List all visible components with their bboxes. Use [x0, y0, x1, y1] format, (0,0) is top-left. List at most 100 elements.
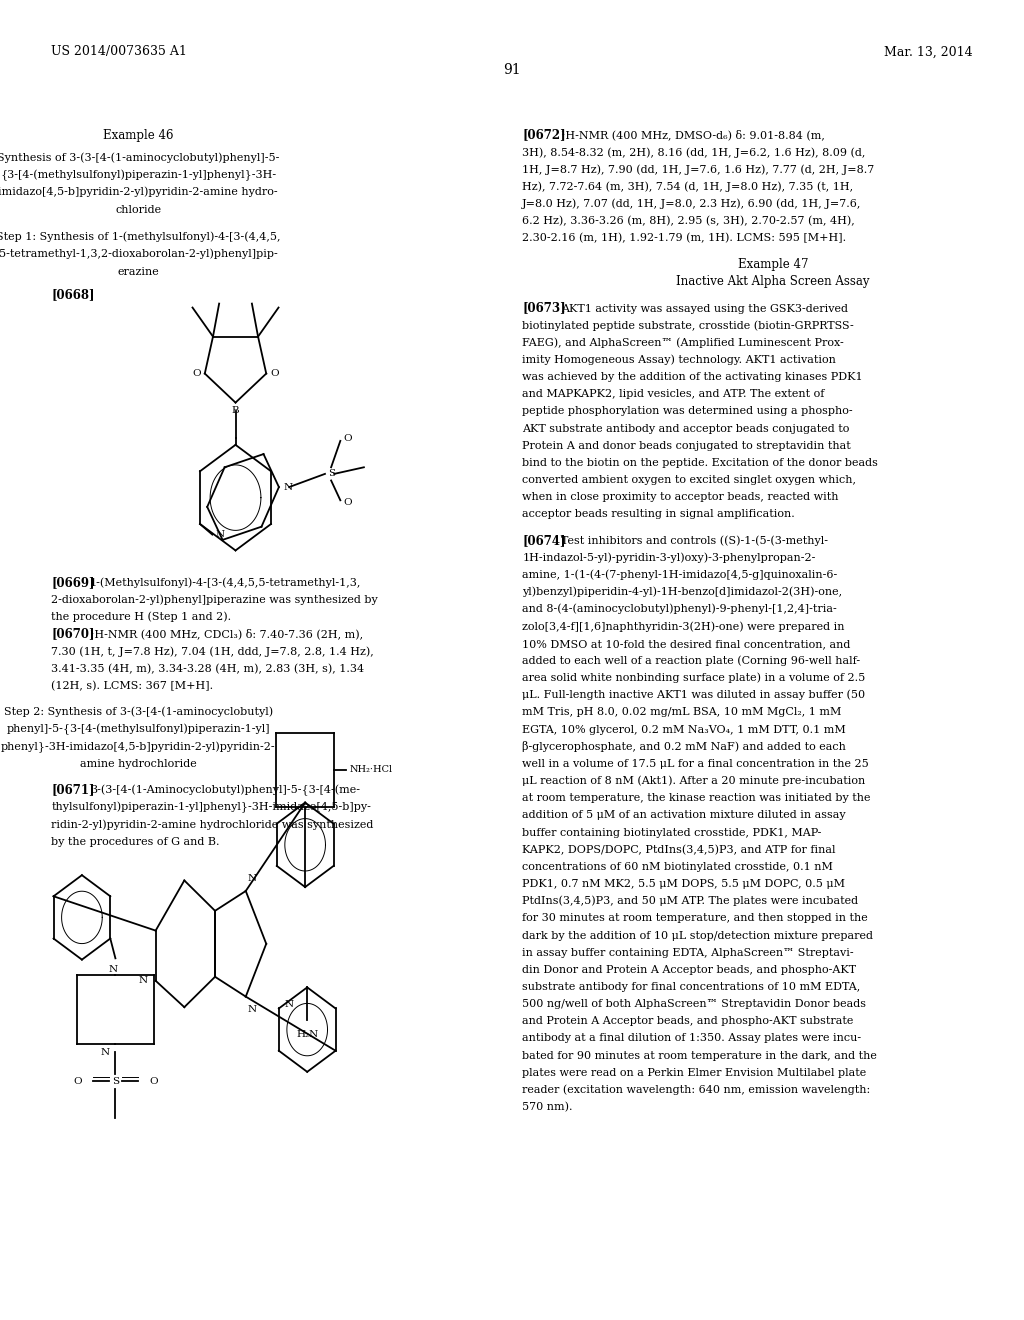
Text: biotinylated peptide substrate, crosstide (biotin-GRPRTSS-: biotinylated peptide substrate, crosstid… [522, 321, 854, 331]
Text: was achieved by the addition of the activating kinases PDK1: was achieved by the addition of the acti… [522, 372, 863, 383]
Text: 6.2 Hz), 3.36-3.26 (m, 8H), 2.95 (s, 3H), 2.70-2.57 (m, 4H),: 6.2 Hz), 3.36-3.26 (m, 8H), 2.95 (s, 3H)… [522, 216, 855, 227]
Text: and Protein A Acceptor beads, and phospho-AKT substrate: and Protein A Acceptor beads, and phosph… [522, 1016, 854, 1027]
Text: concentrations of 60 nM biotinylated crosstide, 0.1 nM: concentrations of 60 nM biotinylated cro… [522, 862, 834, 873]
Text: imidazo[4,5-b]pyridin-2-yl)pyridin-2-amine hydro-: imidazo[4,5-b]pyridin-2-yl)pyridin-2-ami… [0, 187, 279, 198]
Text: the procedure H (Step 1 and 2).: the procedure H (Step 1 and 2). [51, 612, 231, 623]
Text: reader (excitation wavelength: 640 nm, emission wavelength:: reader (excitation wavelength: 640 nm, e… [522, 1085, 870, 1096]
Text: 500 ng/well of both AlphaScreen™ Streptavidin Donor beads: 500 ng/well of both AlphaScreen™ Strepta… [522, 999, 866, 1010]
Text: Test inhibitors and controls ((S)-1-(5-(3-methyl-: Test inhibitors and controls ((S)-1-(5-(… [561, 536, 828, 546]
Text: 2-dioxaborolan-2-yl)phenyl]piperazine was synthesized by: 2-dioxaborolan-2-yl)phenyl]piperazine wa… [51, 595, 378, 606]
Text: [0673]: [0673] [522, 301, 566, 314]
Text: PDK1, 0.7 nM MK2, 5.5 μM DOPS, 5.5 μM DOPC, 0.5 μM: PDK1, 0.7 nM MK2, 5.5 μM DOPS, 5.5 μM DO… [522, 879, 845, 890]
Text: [0672]: [0672] [522, 128, 566, 141]
Text: N: N [109, 965, 118, 974]
Text: FAEG), and AlphaScreen™ (Amplified Luminescent Prox-: FAEG), and AlphaScreen™ (Amplified Lumin… [522, 338, 844, 348]
Text: Synthesis of 3-(3-[4-(1-aminocyclobutyl)phenyl]-5-: Synthesis of 3-(3-[4-(1-aminocyclobutyl)… [0, 153, 280, 164]
Text: N: N [215, 531, 224, 539]
Text: N: N [284, 483, 293, 491]
Text: 3-(3-[4-(1-Aminocyclobutyl)phenyl]-5-{3-[4-(me-: 3-(3-[4-(1-Aminocyclobutyl)phenyl]-5-{3-… [90, 785, 360, 796]
Text: O: O [150, 1077, 158, 1085]
Text: by the procedures of G and B.: by the procedures of G and B. [51, 837, 220, 847]
Text: 91: 91 [503, 63, 521, 77]
Text: peptide phosphorylation was determined using a phospho-: peptide phosphorylation was determined u… [522, 407, 853, 417]
Text: addition of 5 μM of an activation mixture diluted in assay: addition of 5 μM of an activation mixtur… [522, 810, 846, 821]
Text: dark by the addition of 10 μL stop/detection mixture prepared: dark by the addition of 10 μL stop/detec… [522, 931, 873, 941]
Text: [0674]: [0674] [522, 533, 565, 546]
Text: O: O [343, 499, 352, 507]
Text: well in a volume of 17.5 μL for a final concentration in the 25: well in a volume of 17.5 μL for a final … [522, 759, 869, 770]
Text: Step 1: Synthesis of 1-(methylsulfonyl)-4-[3-(4,4,5,: Step 1: Synthesis of 1-(methylsulfonyl)-… [0, 232, 281, 243]
Text: N: N [248, 874, 257, 883]
Text: Step 2: Synthesis of 3-(3-[4-(1-aminocyclobutyl): Step 2: Synthesis of 3-(3-[4-(1-aminocyc… [4, 708, 272, 718]
Text: Example 47: Example 47 [738, 257, 808, 271]
Text: in assay buffer containing EDTA, AlphaScreen™ Streptavi-: in assay buffer containing EDTA, AlphaSc… [522, 948, 854, 958]
Text: plates were read on a Perkin Elmer Envision Multilabel plate: plates were read on a Perkin Elmer Envis… [522, 1068, 866, 1078]
Text: buffer containing biotinylated crosstide, PDK1, MAP-: buffer containing biotinylated crosstide… [522, 828, 821, 838]
Text: Inactive Akt Alpha Screen Assay: Inactive Akt Alpha Screen Assay [677, 275, 869, 288]
Text: N: N [100, 1048, 110, 1057]
Text: and 8-(4-(aminocyclobutyl)phenyl)-9-phenyl-[1,2,4]-tria-: and 8-(4-(aminocyclobutyl)phenyl)-9-phen… [522, 605, 837, 615]
Text: O: O [270, 370, 279, 378]
Text: Protein A and donor beads conjugated to streptavidin that: Protein A and donor beads conjugated to … [522, 441, 851, 451]
Text: EGTA, 10% glycerol, 0.2 mM Na₃VO₄, 1 mM DTT, 0.1 mM: EGTA, 10% glycerol, 0.2 mM Na₃VO₄, 1 mM … [522, 725, 846, 735]
Text: NH₂·HCl: NH₂·HCl [349, 766, 392, 774]
Text: ridin-2-yl)pyridin-2-amine hydrochloride was synthesized: ridin-2-yl)pyridin-2-amine hydrochloride… [51, 820, 374, 830]
Text: 570 nm).: 570 nm). [522, 1102, 572, 1113]
Text: Hz), 7.72-7.64 (m, 3H), 7.54 (d, 1H, J=8.0 Hz), 7.35 (t, 1H,: Hz), 7.72-7.64 (m, 3H), 7.54 (d, 1H, J=8… [522, 182, 853, 193]
Text: 1H-indazol-5-yl)-pyridin-3-yl)oxy)-3-phenylpropan-2-: 1H-indazol-5-yl)-pyridin-3-yl)oxy)-3-phe… [522, 553, 815, 564]
Text: bated for 90 minutes at room temperature in the dark, and the: bated for 90 minutes at room temperature… [522, 1051, 878, 1061]
Text: 7.30 (1H, t, J=7.8 Hz), 7.04 (1H, ddd, J=7.8, 2.8, 1.4 Hz),: 7.30 (1H, t, J=7.8 Hz), 7.04 (1H, ddd, J… [51, 647, 374, 657]
Text: phenyl}-3H-imidazo[4,5-b]pyridin-2-yl)pyridin-2-: phenyl}-3H-imidazo[4,5-b]pyridin-2-yl)py… [1, 742, 275, 752]
Text: μL. Full-length inactive AKT1 was diluted in assay buffer (50: μL. Full-length inactive AKT1 was dilute… [522, 690, 865, 701]
Text: N: N [138, 977, 147, 985]
Text: KAPK2, DOPS/DOPC, PtdIns(3,4,5)P3, and ATP for final: KAPK2, DOPS/DOPC, PtdIns(3,4,5)P3, and A… [522, 845, 836, 855]
Text: H₂N: H₂N [296, 1030, 318, 1039]
Text: erazine: erazine [118, 267, 159, 277]
Text: bind to the biotin on the peptide. Excitation of the donor beads: bind to the biotin on the peptide. Excit… [522, 458, 879, 469]
Text: AKT1 activity was assayed using the GSK3-derived: AKT1 activity was assayed using the GSK3… [561, 304, 848, 314]
Text: yl)benzyl)piperidin-4-yl)-1H-benzo[d]imidazol-2(3H)-one,: yl)benzyl)piperidin-4-yl)-1H-benzo[d]imi… [522, 587, 843, 598]
Text: zolo[3,4-f][1,6]naphthyridin-3(2H)-one) were prepared in: zolo[3,4-f][1,6]naphthyridin-3(2H)-one) … [522, 622, 845, 632]
Text: substrate antibody for final concentrations of 10 mM EDTA,: substrate antibody for final concentrati… [522, 982, 860, 993]
Text: din Donor and Protein A Acceptor beads, and phospho-AKT: din Donor and Protein A Acceptor beads, … [522, 965, 856, 975]
Text: mM Tris, pH 8.0, 0.02 mg/mL BSA, 10 mM MgCl₂, 1 mM: mM Tris, pH 8.0, 0.02 mg/mL BSA, 10 mM M… [522, 708, 842, 718]
Text: S: S [328, 470, 335, 478]
Text: O: O [343, 434, 352, 442]
Text: B: B [231, 407, 240, 414]
Text: J=8.0 Hz), 7.07 (dd, 1H, J=8.0, 2.3 Hz), 6.90 (dd, 1H, J=7.6,: J=8.0 Hz), 7.07 (dd, 1H, J=8.0, 2.3 Hz),… [522, 199, 861, 210]
Text: μL reaction of 8 nM (Akt1). After a 20 minute pre-incubation: μL reaction of 8 nM (Akt1). After a 20 m… [522, 776, 865, 787]
Text: {3-[4-(methylsulfonyl)piperazin-1-yl]phenyl}-3H-: {3-[4-(methylsulfonyl)piperazin-1-yl]phe… [0, 170, 276, 181]
Text: area solid white nonbinding surface plate) in a volume of 2.5: area solid white nonbinding surface plat… [522, 673, 865, 684]
Text: imity Homogeneous Assay) technology. AKT1 activation: imity Homogeneous Assay) technology. AKT… [522, 355, 837, 366]
Text: N: N [248, 1005, 257, 1014]
Text: (12H, s). LCMS: 367 [M+H].: (12H, s). LCMS: 367 [M+H]. [51, 681, 213, 692]
Text: [0669]: [0669] [51, 576, 94, 589]
Text: at room temperature, the kinase reaction was initiated by the: at room temperature, the kinase reaction… [522, 793, 870, 804]
Text: 5-tetramethyl-1,3,2-dioxaborolan-2-yl)phenyl]pip-: 5-tetramethyl-1,3,2-dioxaborolan-2-yl)ph… [0, 249, 278, 260]
Text: PtdIns(3,4,5)P3, and 50 μM ATP. The plates were incubated: PtdIns(3,4,5)P3, and 50 μM ATP. The plat… [522, 896, 858, 907]
Text: ¹H-NMR (400 MHz, DMSO-d₆) δ: 9.01-8.84 (m,: ¹H-NMR (400 MHz, DMSO-d₆) δ: 9.01-8.84 (… [561, 129, 825, 141]
Text: 3H), 8.54-8.32 (m, 2H), 8.16 (dd, 1H, J=6.2, 1.6 Hz), 8.09 (d,: 3H), 8.54-8.32 (m, 2H), 8.16 (dd, 1H, J=… [522, 148, 865, 158]
Text: [0668]: [0668] [51, 288, 94, 301]
Text: Mar. 13, 2014: Mar. 13, 2014 [884, 45, 973, 58]
Text: [0670]: [0670] [51, 627, 94, 640]
Text: [0671]: [0671] [51, 783, 94, 796]
Text: 10% DMSO at 10-fold the desired final concentration, and: 10% DMSO at 10-fold the desired final co… [522, 639, 851, 649]
Text: and MAPKAPK2, lipid vesicles, and ATP. The extent of: and MAPKAPK2, lipid vesicles, and ATP. T… [522, 389, 824, 400]
Text: 2.30-2.16 (m, 1H), 1.92-1.79 (m, 1H). LCMS: 595 [M+H].: 2.30-2.16 (m, 1H), 1.92-1.79 (m, 1H). LC… [522, 234, 847, 244]
Text: O: O [73, 1077, 82, 1085]
Text: 3.41-3.35 (4H, m), 3.34-3.28 (4H, m), 2.83 (3H, s), 1.34: 3.41-3.35 (4H, m), 3.34-3.28 (4H, m), 2.… [51, 664, 365, 675]
Text: 1-(Methylsulfonyl)-4-[3-(4,4,5,5-tetramethyl-1,3,: 1-(Methylsulfonyl)-4-[3-(4,4,5,5-tetrame… [90, 578, 361, 589]
Text: ¹H-NMR (400 MHz, CDCl₃) δ: 7.40-7.36 (2H, m),: ¹H-NMR (400 MHz, CDCl₃) δ: 7.40-7.36 (2H… [90, 628, 364, 640]
Text: US 2014/0073635 A1: US 2014/0073635 A1 [51, 45, 187, 58]
Text: 1H, J=8.7 Hz), 7.90 (dd, 1H, J=7.6, 1.6 Hz), 7.77 (d, 2H, J=8.7: 1H, J=8.7 Hz), 7.90 (dd, 1H, J=7.6, 1.6 … [522, 165, 874, 176]
Text: O: O [193, 370, 201, 378]
Text: S: S [112, 1077, 119, 1085]
Text: acceptor beads resulting in signal amplification.: acceptor beads resulting in signal ampli… [522, 510, 795, 520]
Text: β-glycerophosphate, and 0.2 mM NaF) and added to each: β-glycerophosphate, and 0.2 mM NaF) and … [522, 741, 846, 752]
Text: converted ambient oxygen to excited singlet oxygen which,: converted ambient oxygen to excited sing… [522, 475, 856, 486]
Text: when in close proximity to acceptor beads, reacted with: when in close proximity to acceptor bead… [522, 492, 839, 503]
Text: added to each well of a reaction plate (Corning 96-well half-: added to each well of a reaction plate (… [522, 656, 860, 667]
Text: chloride: chloride [115, 205, 162, 215]
Text: phenyl]-5-{3-[4-(methylsulfonyl)piperazin-1-yl]: phenyl]-5-{3-[4-(methylsulfonyl)piperazi… [6, 725, 270, 735]
